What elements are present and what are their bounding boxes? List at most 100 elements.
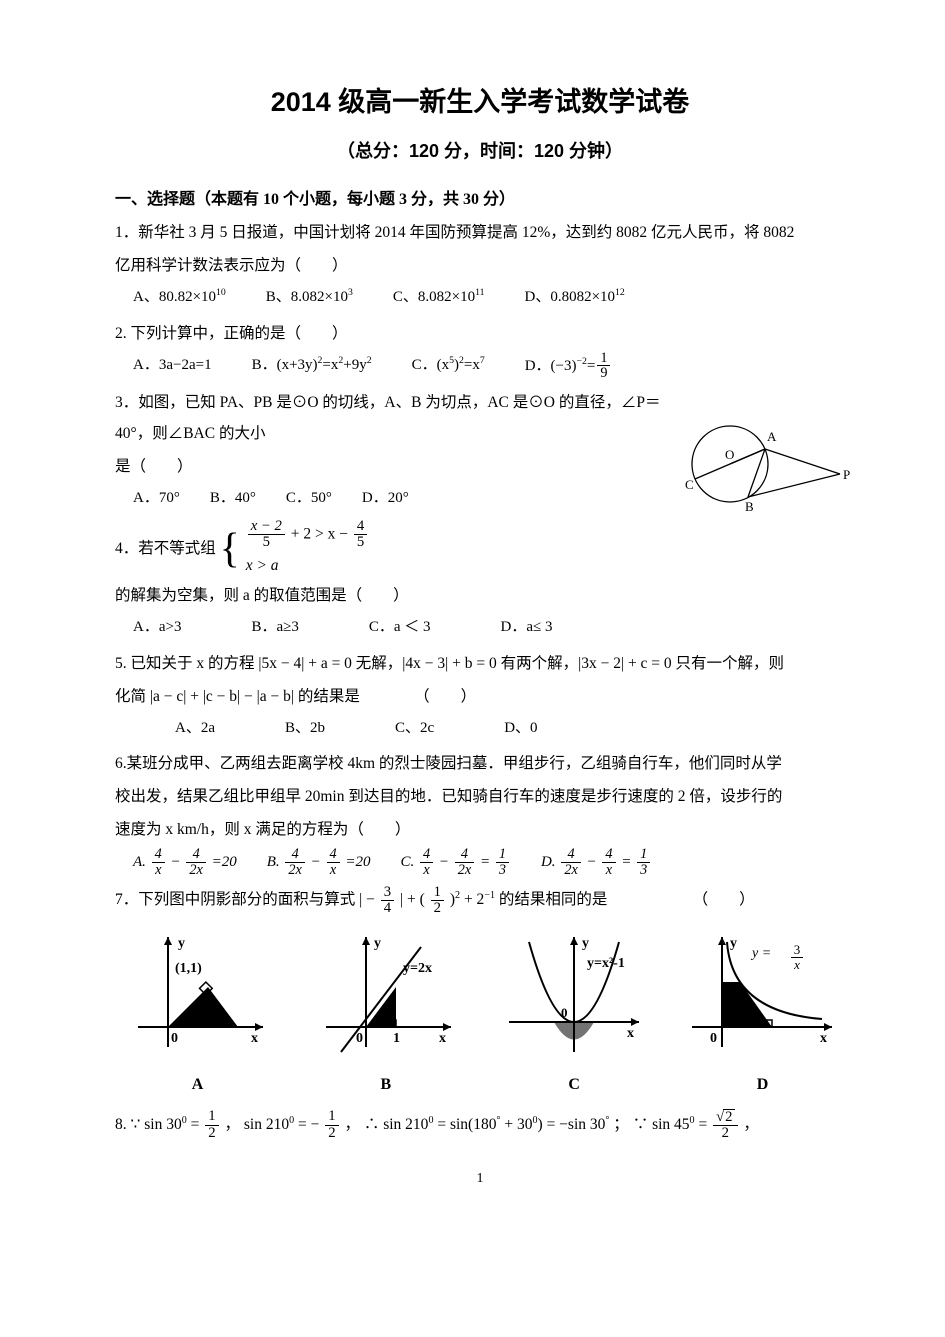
page-number: 1 xyxy=(115,1171,845,1187)
q4-num: 4． xyxy=(115,540,138,557)
q4-opt-c: C．a ＜ 3 xyxy=(369,613,431,642)
svg-text:0: 0 xyxy=(356,1031,363,1046)
q7-label-d: D xyxy=(680,1069,845,1101)
q8-p2: sin 2100 = − 12 ， xyxy=(244,1116,364,1133)
q6-text-a: 某班分成甲、乙两组去距离学校 4km 的烈士陵园扫墓．甲组步行，乙组骑自行车，他… xyxy=(127,755,782,772)
svg-text:0: 0 xyxy=(171,1031,178,1046)
q5-options: A、2a B、2b C、2c D、0 xyxy=(115,714,845,743)
q3-options: A．70° B．40° C．50° D．20° xyxy=(115,484,665,513)
q4-text-post: 的解集为空集，则 a 的取值范围是（ ） xyxy=(115,587,409,604)
q7-num: 7． xyxy=(115,891,138,908)
q6-opt-a: A. 4x − 42x =20 xyxy=(133,847,237,878)
q7-graph-b: y=2x 0 1 x y B xyxy=(303,927,468,1101)
q6-text-c: 速度为 x km/h，则 x 满足的方程为（ ） xyxy=(115,814,845,845)
q1-opt-b: B、8.082×103 xyxy=(266,283,353,312)
question-5: 5. 已知关于 x 的方程 |5x − 4| + a = 0 无解，|4x − … xyxy=(115,648,845,743)
q7-pre: 下列图中阴影部分的面积与算式 | − xyxy=(138,891,378,908)
q1-text-a: 新华社 3 月 5 日报道，中国计划将 2014 年国防预算提高 12%，达到约… xyxy=(138,224,794,241)
svg-text:A: A xyxy=(767,429,777,444)
svg-text:B: B xyxy=(745,499,754,514)
question-3: 3．如图，已知 PA、PB 是⊙O 的切线，A、B 为切点，AC 是⊙O 的直径… xyxy=(115,387,845,513)
q5-text-a: 已知关于 x 的方程 |5x − 4| + a = 0 无解，|4x − 3| … xyxy=(131,655,785,672)
question-8: 8. ∵ sin 300 = 12 ， sin 2100 = − 12 ， ∴ … xyxy=(115,1109,845,1142)
svg-text:y: y xyxy=(582,936,589,951)
question-2: 2. 下列计算中，正确的是（ ） A．3a−2a=1 B．(x+3y)2=x2+… xyxy=(115,318,845,382)
question-4: 4．若不等式组 { x − 25 + 2 > x − 45 x > a 的解集为… xyxy=(115,519,845,642)
svg-text:3: 3 xyxy=(742,985,749,1000)
q8-p4: ∵ sin 450 = √22 ， xyxy=(633,1116,759,1133)
q4-opt-d: D．a≤ 3 xyxy=(501,613,553,642)
svg-text:1: 1 xyxy=(393,1031,400,1046)
q5-opt-a: A、2a xyxy=(175,714,215,743)
svg-text:(1,1): (1,1) xyxy=(175,961,202,976)
q3-opt-d: D．20° xyxy=(362,484,409,513)
exam-page: 2014 级高一新生入学考试数学试卷 （总分：120 分，时间：120 分钟） … xyxy=(0,0,945,1227)
q6-num: 6. xyxy=(115,755,127,772)
q3-opt-c: C．50° xyxy=(286,484,332,513)
q2-opt-d: D．(−3)−2=19 xyxy=(525,351,613,382)
svg-text:0: 0 xyxy=(710,1031,717,1046)
svg-text:0: 0 xyxy=(561,1005,568,1020)
q7-label-b: B xyxy=(303,1069,468,1101)
q1-opt-d: D、0.8082×1012 xyxy=(525,283,625,312)
svg-text:y: y xyxy=(730,936,737,951)
q5-opt-c: C、2c xyxy=(395,714,434,743)
q4-system: x − 25 + 2 > x − 45 x > a xyxy=(246,519,370,580)
svg-text:x: x xyxy=(820,1031,827,1046)
q6-options: A. 4x − 42x =20 B. 42x − 4x =20 C. 4x − … xyxy=(115,847,845,878)
q1-num: 1． xyxy=(115,224,138,241)
q5-opt-b: B、2b xyxy=(285,714,325,743)
svg-text:P: P xyxy=(843,467,850,482)
q7-graph-a: (1,1) 0 x y A xyxy=(115,927,280,1101)
q3-opt-b: B．40° xyxy=(210,484,256,513)
question-1: 1．新华社 3 月 5 日报道，中国计划将 2014 年国防预算提高 12%，达… xyxy=(115,217,845,312)
q3-diagram: A O P B C xyxy=(675,409,855,519)
q5-text-b: 化简 |a − c| + |c − b| − |a − b| 的结果是 （ ） xyxy=(115,681,845,712)
q4-text-pre: 若不等式组 xyxy=(138,540,219,557)
q2-options: A．3a−2a=1 B．(x+3y)2=x2+9y2 C．(x5)2=x7 D．… xyxy=(115,351,845,382)
q4-opt-a: A．a>3 xyxy=(133,613,181,642)
svg-text:y=2x: y=2x xyxy=(403,961,432,976)
q5-opt-d: D、0 xyxy=(504,714,537,743)
q6-opt-d: D. 42x − 4x = 13 xyxy=(541,847,652,878)
q8-num: 8. xyxy=(115,1116,127,1133)
q1-text-b: 亿用科学计数法表示应为（ ） xyxy=(115,250,845,281)
svg-text:y: y xyxy=(374,936,381,951)
section-1-header: 一、选择题（本题有 10 个小题，每小题 3 分，共 30 分） xyxy=(115,185,845,209)
q4-opt-b: B．a≥3 xyxy=(251,613,298,642)
svg-text:x: x xyxy=(251,1031,258,1046)
question-7: 7．下列图中阴影部分的面积与算式 | − 34 | + ( 12 )2 + 2−… xyxy=(115,884,845,1100)
svg-text:x: x xyxy=(439,1031,446,1046)
brace-icon: { xyxy=(220,531,240,569)
q7-label-c: C xyxy=(492,1069,657,1101)
svg-text:y: y xyxy=(178,936,185,951)
q6-opt-c: C. 4x − 42x = 13 xyxy=(401,847,511,878)
q8-p3: ∴ sin 2100 = sin(180° + 300) = −sin 30° … xyxy=(364,1116,633,1133)
question-6: 6.某班分成甲、乙两组去距离学校 4km 的烈士陵园扫墓．甲组步行，乙组骑自行车… xyxy=(115,748,845,878)
svg-text:O: O xyxy=(725,447,734,462)
svg-text:y=x²-1: y=x²-1 xyxy=(587,956,625,971)
svg-text:x: x xyxy=(627,1026,634,1041)
q7-graphs: (1,1) 0 x y A y=2x 0 xyxy=(115,927,845,1101)
q3-opt-a: A．70° xyxy=(133,484,180,513)
q7-graph-c: y=x²-1 0 x y C xyxy=(492,927,657,1101)
q7-post: 的结果相同的是 （ ） xyxy=(495,891,755,908)
q5-num: 5. xyxy=(115,655,127,672)
q1-opt-a: A、80.82×1010 xyxy=(133,283,226,312)
svg-text:C: C xyxy=(685,477,694,492)
q1-options: A、80.82×1010 B、8.082×103 C、8.082×1011 D、… xyxy=(115,283,845,312)
q2-opt-b: B．(x+3y)2=x2+9y2 xyxy=(252,351,372,382)
q6-opt-b: B. 42x − 4x =20 xyxy=(267,847,371,878)
q6-text-b: 校出发，结果乙组比甲组早 20min 到达目的地．已知骑自行车的速度是步行速度的… xyxy=(115,781,845,812)
q2-text: 下列计算中，正确的是（ ） xyxy=(131,325,348,342)
page-subtitle: （总分：120 分，时间：120 分钟） xyxy=(115,137,845,163)
q2-opt-a: A．3a−2a=1 xyxy=(133,351,212,382)
q2-num: 2. xyxy=(115,325,127,342)
q3-text-b: 是（ ） xyxy=(115,451,665,482)
q2-opt-c: C．(x5)2=x7 xyxy=(412,351,485,382)
q4-options: A．a>3 B．a≥3 C．a ＜ 3 D．a≤ 3 xyxy=(115,613,665,642)
q7-label-a: A xyxy=(115,1069,280,1101)
svg-text:y =: y = xyxy=(750,946,771,961)
q7-graph-d: y = 3x 3 0 x y D xyxy=(680,927,845,1101)
q3-num: 3． xyxy=(115,394,138,411)
